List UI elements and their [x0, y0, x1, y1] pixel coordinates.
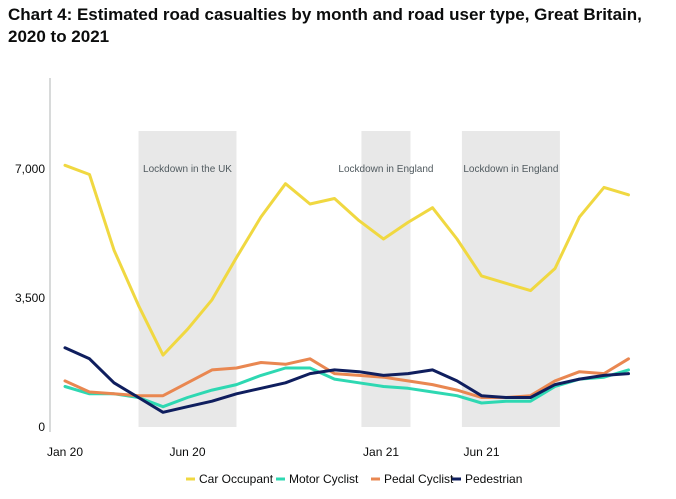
legend-label-car-occupant: Car Occupant [199, 472, 274, 486]
y-tick-label: 3,500 [15, 291, 45, 305]
legend-label-pedal-cyclist: Pedal Cyclist [384, 472, 454, 486]
series-line-car-occupant [63, 163, 630, 357]
lockdown-band-2 [361, 131, 411, 427]
x-tick-label: Jan 20 [47, 445, 83, 459]
lockdown-band-1 [138, 131, 237, 427]
lockdown-label-3: Lockdown in England [463, 164, 558, 175]
y-tick-label: 7,000 [15, 162, 45, 176]
lockdown-label-1: Lockdown in the UK [143, 164, 232, 175]
x-tick-label: Jun 21 [463, 445, 499, 459]
lockdown-label-2: Lockdown in England [338, 164, 433, 175]
x-tick-label: Jun 20 [169, 445, 205, 459]
chart-title: Chart 4: Estimated road casualties by mo… [8, 5, 642, 46]
series-line-motor-cyclist [63, 366, 630, 409]
legend-label-pedestrian: Pedestrian [465, 472, 522, 486]
legend-label-motor-cyclist: Motor Cyclist [289, 472, 359, 486]
x-tick-label: Jan 21 [363, 445, 399, 459]
series-line-pedal-cyclist [63, 357, 630, 399]
y-tick-label: 0 [38, 420, 45, 434]
series-line-pedestrian [63, 346, 630, 414]
